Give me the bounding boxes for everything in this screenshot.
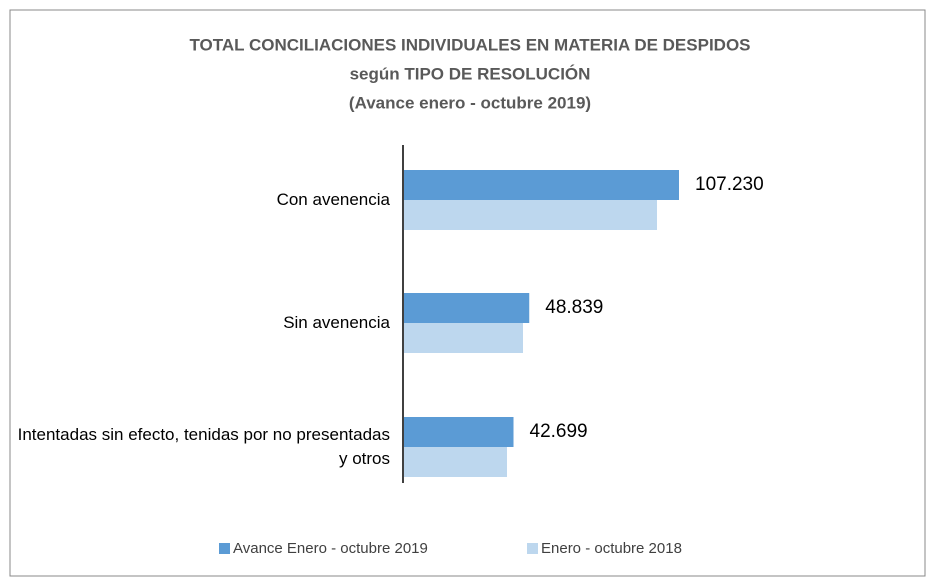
category-label: Sin avenencia: [283, 313, 390, 332]
chart-title: TOTAL CONCILIACIONES INDIVIDUALES EN MAT…: [189, 35, 750, 54]
bar: [404, 293, 530, 323]
category-label: Intentadas sin efecto, tenidas por no pr…: [17, 425, 390, 468]
bar: [404, 417, 514, 447]
data-label: 48.839: [545, 297, 603, 318]
legend-label: Enero - octubre 2018: [541, 540, 682, 557]
bar: [404, 170, 679, 200]
bar: [404, 200, 657, 230]
legend-swatch: [219, 543, 230, 554]
bar: [404, 323, 523, 353]
data-label: 107.230: [695, 174, 764, 195]
bar: [404, 447, 507, 477]
data-label: 42.699: [530, 421, 588, 442]
chart-subtitle: según TIPO DE RESOLUCIÓN: [350, 64, 591, 83]
legend-swatch: [527, 543, 538, 554]
chart-annotation: (Avance enero - octubre 2019): [349, 93, 591, 112]
category-label: Con avenencia: [276, 190, 390, 209]
legend-label: Avance Enero - octubre 2019: [233, 540, 428, 557]
